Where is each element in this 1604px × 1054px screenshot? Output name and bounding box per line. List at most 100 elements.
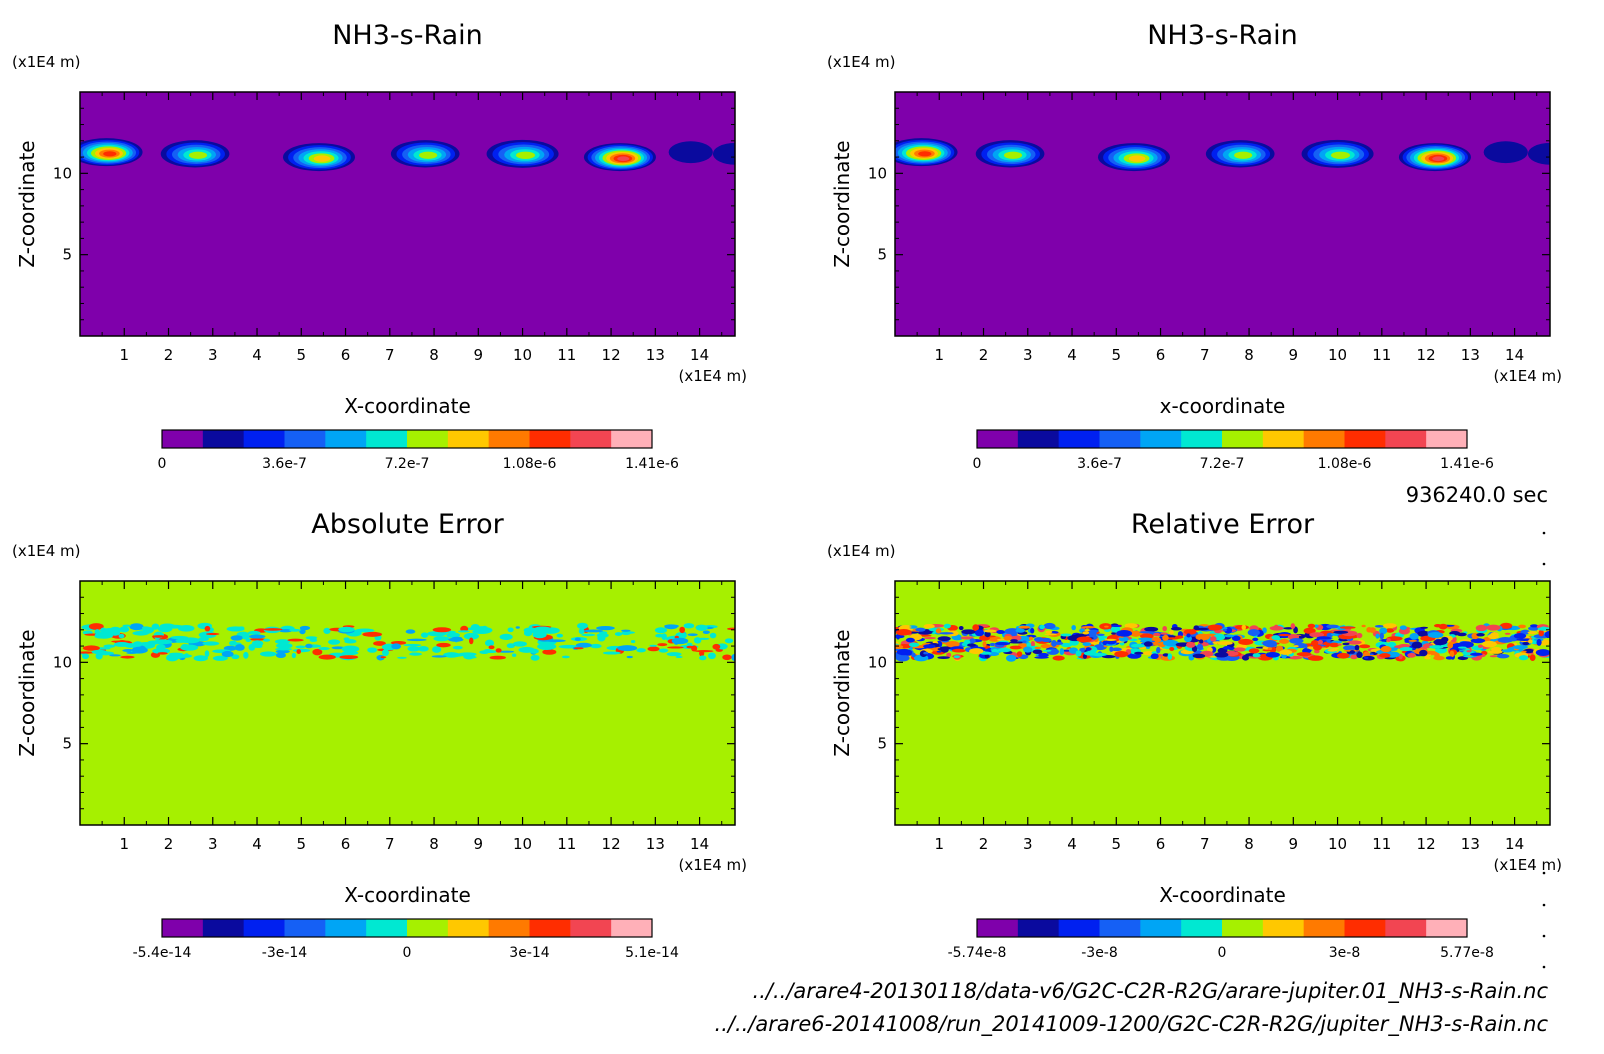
x-axis: 1 2 3 4 5 6 7 8 9 10 11 12 13 14 [101, 581, 723, 853]
cloud-3 [282, 143, 355, 172]
x-tick-label: 11 [1372, 346, 1391, 364]
x-tick-label: 13 [1461, 346, 1480, 364]
plot-frame [894, 91, 1551, 337]
plot-frame [894, 580, 1551, 826]
x-axis-label: X-coordinate [344, 883, 471, 907]
x-axis: 1 2 3 4 5 6 7 8 9 10 11 12 13 14 [916, 581, 1538, 853]
chart-panel-4: Relative Error(x1E4 m)1 2 3 4 5 6 7 8 9 10 11 12 13 1… [827, 509, 1562, 961]
cloud-2 [160, 140, 230, 168]
colorbar-swatch [1344, 919, 1386, 937]
colorbar-swatch [1385, 430, 1427, 448]
colorbar-tick-label: -5.4e-14 [133, 945, 192, 961]
cloud-1 [895, 138, 958, 167]
x-tick-label: 8 [1244, 835, 1254, 853]
chart-title: Absolute Error [311, 509, 504, 540]
colorbar-tick-label: -3e-14 [262, 945, 308, 961]
x-tick-label: 6 [1156, 346, 1166, 364]
chart-panel-2: NH3-s-Rain(x1E4 m)1 2 3 4 5 6 7 8 9 10 11 12 13 14(x1… [827, 20, 1562, 472]
cloud-5 [1301, 139, 1374, 168]
colorbar-swatch [611, 919, 653, 937]
x-tick-label: 1 [934, 835, 944, 853]
x-tick-label: 13 [646, 346, 665, 364]
chart-title: NH3-s-Rain [1147, 20, 1298, 51]
plot-frame [79, 580, 736, 826]
colorbar-tick-label: 1.08e-6 [503, 456, 557, 472]
colorbar: 0 3.6e-7 7.2e-7 1.08e-6 1.41e-6 [973, 429, 1494, 472]
x-tick-label: 1 [119, 346, 129, 364]
x-tick-label: 8 [1244, 346, 1254, 364]
field-background [895, 581, 1550, 825]
colorbar-swatch [366, 430, 408, 448]
x-tick-label: 6 [1156, 835, 1166, 853]
colorbar-swatch [1140, 919, 1182, 937]
colorbar-swatch [977, 919, 1019, 937]
plot-area [80, 581, 735, 825]
x-tick-label: 7 [385, 835, 395, 853]
x-tick-label: 8 [429, 346, 439, 364]
x-tick-label: 13 [1461, 835, 1480, 853]
x-tick-label: 9 [474, 346, 484, 364]
x-tick-label: 14 [1505, 346, 1524, 364]
colorbar-swatch [1303, 919, 1345, 937]
x-tick-label: 12 [602, 835, 621, 853]
colorbar-swatch [1058, 919, 1100, 937]
x-tick-label: 12 [1417, 835, 1436, 853]
plot-area [895, 92, 1550, 336]
cloud-5 [486, 139, 559, 168]
chart-title: Relative Error [1131, 509, 1315, 540]
x-tick-label: 14 [690, 835, 709, 853]
colorbar-swatch [1017, 919, 1060, 937]
y-unit-label: (x1E4 m) [12, 53, 81, 71]
colorbar-swatch [1222, 919, 1264, 937]
cloud-7 [668, 141, 713, 164]
x-tick-label: 13 [646, 835, 665, 853]
colorbar-tick-label: 0 [403, 945, 412, 961]
time-label: 936240.0 sec [1406, 483, 1548, 507]
x-tick-label: 11 [557, 346, 576, 364]
x-tick-label: 5 [297, 835, 307, 853]
colorbar-swatch [1426, 430, 1468, 448]
x-tick-label: 2 [164, 346, 174, 364]
x-tick-label: 7 [1200, 835, 1210, 853]
cloud-6 [1398, 143, 1471, 172]
x-tick-label: 9 [1289, 346, 1299, 364]
colorbar-swatch [325, 430, 367, 448]
colorbar-tick-label: 1.41e-6 [625, 456, 679, 472]
x-tick-label: 1 [119, 835, 129, 853]
y-unit-label: (x1E4 m) [827, 53, 896, 71]
plot-area [895, 581, 1550, 825]
x-tick-label: 2 [979, 835, 989, 853]
y-axis: 5 10 [53, 107, 735, 321]
x-tick-label: 14 [1505, 835, 1524, 853]
y-axis: 5 10 [868, 107, 1550, 321]
cloud-2 [975, 140, 1045, 168]
y-axis-label: Z-coordinate [15, 629, 39, 756]
margin-marks [1542, 531, 1546, 969]
x-axis-label: x-coordinate [1160, 394, 1286, 418]
colorbar-swatch [202, 430, 245, 448]
x-tick-label: 2 [979, 346, 989, 364]
colorbar-swatch [570, 430, 612, 448]
colorbar-swatch [488, 919, 530, 937]
x-unit-label: (x1E4 m) [1493, 367, 1562, 385]
plot-frame [79, 91, 736, 337]
colorbar-tick-label: 0 [1218, 945, 1227, 961]
cloud-3 [1097, 143, 1170, 172]
y-tick-label: 5 [877, 246, 887, 264]
cloud-8 [1527, 142, 1550, 165]
x-tick-label: 4 [1067, 346, 1077, 364]
colorbar-swatch [977, 430, 1019, 448]
colorbar-swatch [1099, 430, 1141, 448]
y-tick-label: 10 [868, 164, 887, 182]
colorbar-swatch [1344, 430, 1386, 448]
colorbar-tick-label: 7.2e-7 [385, 456, 430, 472]
x-tick-label: 5 [1112, 346, 1122, 364]
colorbar-tick-label: 0 [158, 456, 167, 472]
error-band [895, 622, 1550, 662]
y-unit-label: (x1E4 m) [827, 542, 896, 560]
colorbar-swatch [1426, 919, 1468, 937]
colorbar-swatch [1303, 430, 1345, 448]
colorbar-swatch [1385, 919, 1427, 937]
plot-area [80, 92, 735, 336]
colorbar-swatch [1222, 430, 1264, 448]
